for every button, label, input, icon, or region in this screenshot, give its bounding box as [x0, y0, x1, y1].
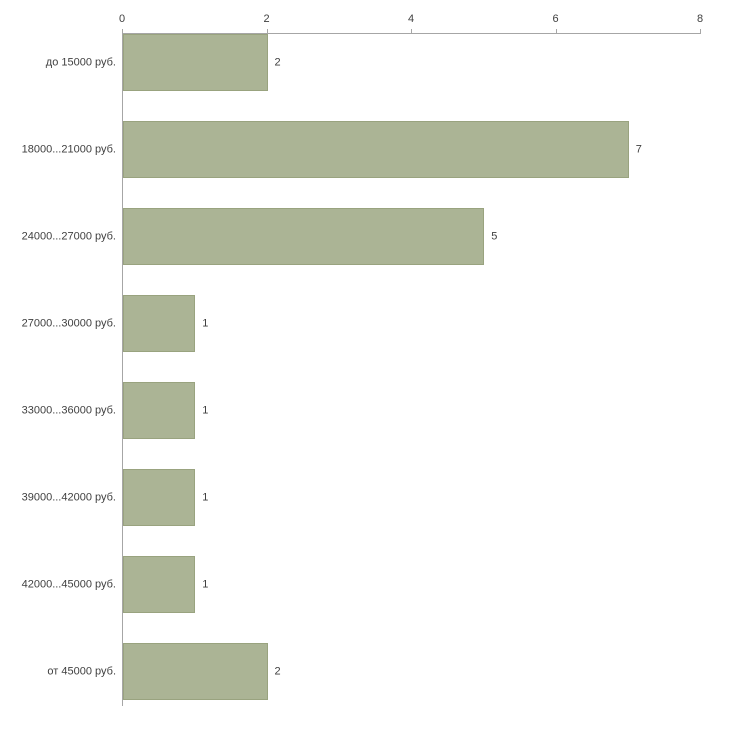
x-axis-tick: [122, 29, 123, 33]
x-axis-tick: [555, 29, 557, 33]
x-axis-tick-label: 2: [263, 13, 270, 25]
category-label: 27000...30000 руб.: [21, 317, 116, 329]
bar: [123, 208, 485, 265]
value-label: 1: [202, 578, 209, 590]
bar: [123, 382, 196, 439]
bar: [123, 34, 268, 91]
category-label: 39000...42000 руб.: [21, 491, 116, 503]
x-axis-tick: [266, 29, 268, 33]
value-label: 2: [274, 56, 281, 68]
category-label: 24000...27000 руб.: [21, 230, 116, 242]
x-axis-tick: [700, 29, 701, 33]
x-axis-tick-label: 4: [407, 13, 415, 25]
x-axis-tick: [411, 29, 412, 33]
value-label: 1: [202, 491, 209, 503]
category-label: 42000...45000 руб.: [21, 578, 116, 590]
bar: [123, 556, 196, 613]
value-label: 1: [202, 404, 209, 416]
bar: [123, 469, 196, 526]
x-axis-line: [122, 33, 701, 34]
x-axis-tick-label: 8: [696, 13, 704, 25]
bar: [123, 295, 196, 352]
category-label: от 45000 руб.: [47, 665, 116, 677]
value-label: 2: [274, 665, 281, 677]
category-label: до 15000 руб.: [45, 56, 116, 68]
x-axis-tick-label: 6: [552, 13, 559, 25]
value-label: 1: [202, 317, 209, 329]
value-label: 7: [635, 143, 642, 155]
y-axis-line: [122, 33, 123, 706]
value-label: 5: [491, 230, 498, 242]
bar: [123, 643, 268, 700]
bar: [123, 121, 629, 178]
category-label: 18000...21000 руб.: [21, 143, 116, 155]
category-label: 33000...36000 руб.: [21, 404, 116, 416]
x-axis-tick-label: 0: [118, 13, 126, 25]
